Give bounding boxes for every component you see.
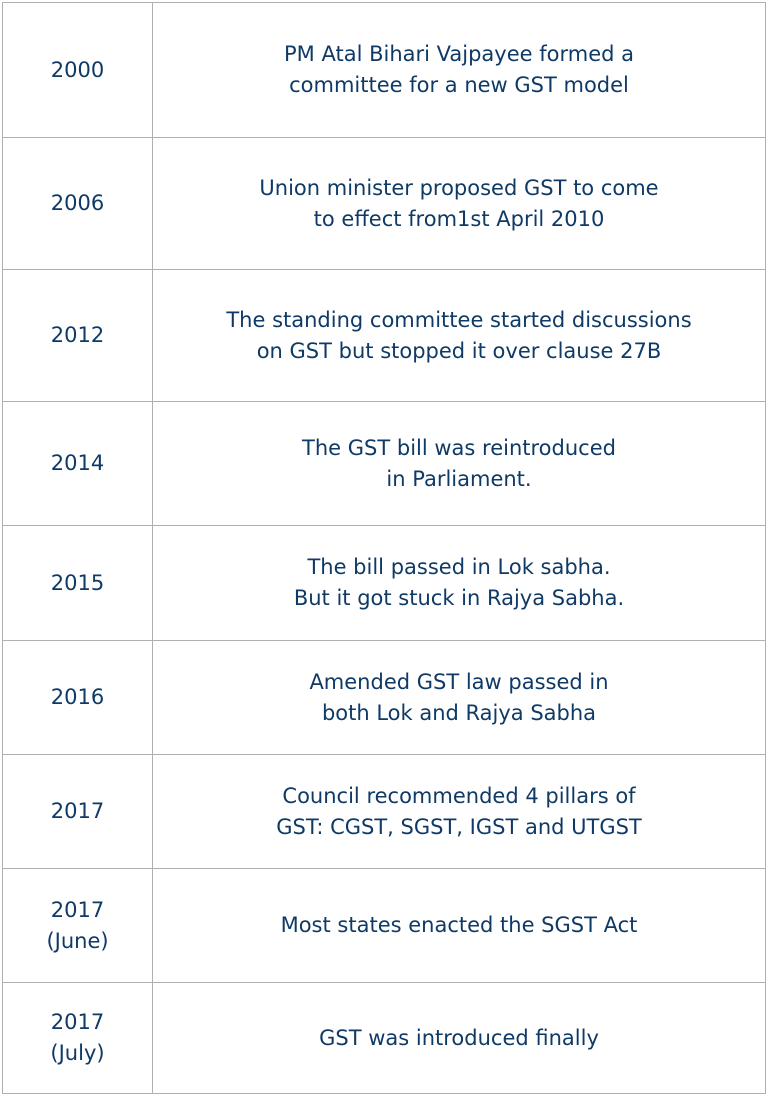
event-line: Most states enacted the SGST Act (280, 913, 638, 937)
event-line: The GST bill was reintroduced (302, 435, 616, 460)
table-row: 2017 Council recommended 4 pillars of GST:… (2, 754, 766, 869)
event-line: But it got stuck in Rajya Sabha. (293, 586, 625, 610)
table-row: 2006 Union minister proposed GST to come t… (2, 137, 766, 270)
event-line: Amended GST law passed in (309, 669, 609, 694)
event-line: The bill passed in Lok sabha. (307, 555, 611, 579)
event-cell: Union minister proposed GST to come to ef… (152, 137, 766, 270)
year-line: (July) (50, 1041, 105, 1065)
year-cell: 2006 (2, 137, 153, 270)
event-cell: Most states enacted the SGST Act (152, 868, 766, 983)
year-line: (June) (46, 928, 109, 953)
table-row: 2017 (June) Most states enacted the SGST A… (2, 868, 766, 983)
event-line: in Parliament. (386, 466, 532, 491)
year-line: 2016 (50, 685, 105, 709)
event-line: on GST but stopped it over clause 27B (256, 338, 662, 363)
event-line: committee for a new GST model (289, 73, 629, 97)
year-cell: 2016 (2, 640, 153, 755)
event-line: Union minister proposed GST to come (259, 175, 659, 200)
event-cell: Council recommended 4 pillars of GST: CGS… (152, 754, 766, 869)
event-cell: Amended GST law passed in both Lok and Ra… (152, 640, 766, 755)
event-cell: The GST bill was reintroduced in Parliame… (152, 401, 766, 526)
year-line: 2015 (50, 570, 105, 595)
year-cell: 2000 (2, 2, 153, 138)
year-cell: 2015 (2, 525, 153, 641)
table-row: 2012 The standing committee started discu… (2, 269, 766, 402)
year-line: 2017 (50, 1010, 105, 1034)
year-cell: 2014 (2, 401, 153, 526)
event-cell: The standing committee started discussio… (152, 269, 766, 402)
year-cell: 2017 (July) (2, 982, 153, 1094)
event-cell: PM Atal Bihari Vajpayee formed a committe… (152, 2, 766, 138)
event-line: to effect from1st April 2010 (313, 206, 605, 231)
year-line: 2014 (50, 451, 105, 475)
year-cell: 2017 (June) (2, 868, 153, 983)
table-row: 2015 The bill passed in Lok sabha. But it … (2, 525, 766, 641)
year-line: 2017 (50, 897, 105, 922)
year-line: 2017 (50, 799, 105, 823)
event-line: GST: CGST, SGST, IGST and UTGST (276, 814, 642, 839)
event-cell: The bill passed in Lok sabha. But it got … (152, 525, 766, 641)
year-line: 2012 (50, 323, 105, 347)
event-cell: GST was introduced finally (152, 982, 766, 1094)
event-line: GST was introduced finally (319, 1025, 599, 1050)
year-cell: 2012 (2, 269, 153, 402)
year-cell: 2017 (2, 754, 153, 869)
year-line: 2006 (50, 191, 105, 215)
table-row: 2016 Amended GST law passed in both Lok an… (2, 640, 766, 755)
table-row: 2017 (July) GST was introduced finally (2, 982, 766, 1094)
table-row: 2014 The GST bill was reintroduced in Parl… (2, 401, 766, 526)
event-line: PM Atal Bihari Vajpayee formed a (284, 42, 634, 66)
event-line: Council recommended 4 pillars of (282, 783, 636, 808)
year-line: 2000 (50, 57, 105, 82)
event-line: both Lok and Rajya Sabha (321, 700, 597, 725)
table-row: 2000 PM Atal Bihari Vajpayee formed a comm… (2, 2, 766, 138)
event-line: The standing committee started discussio… (226, 307, 692, 332)
